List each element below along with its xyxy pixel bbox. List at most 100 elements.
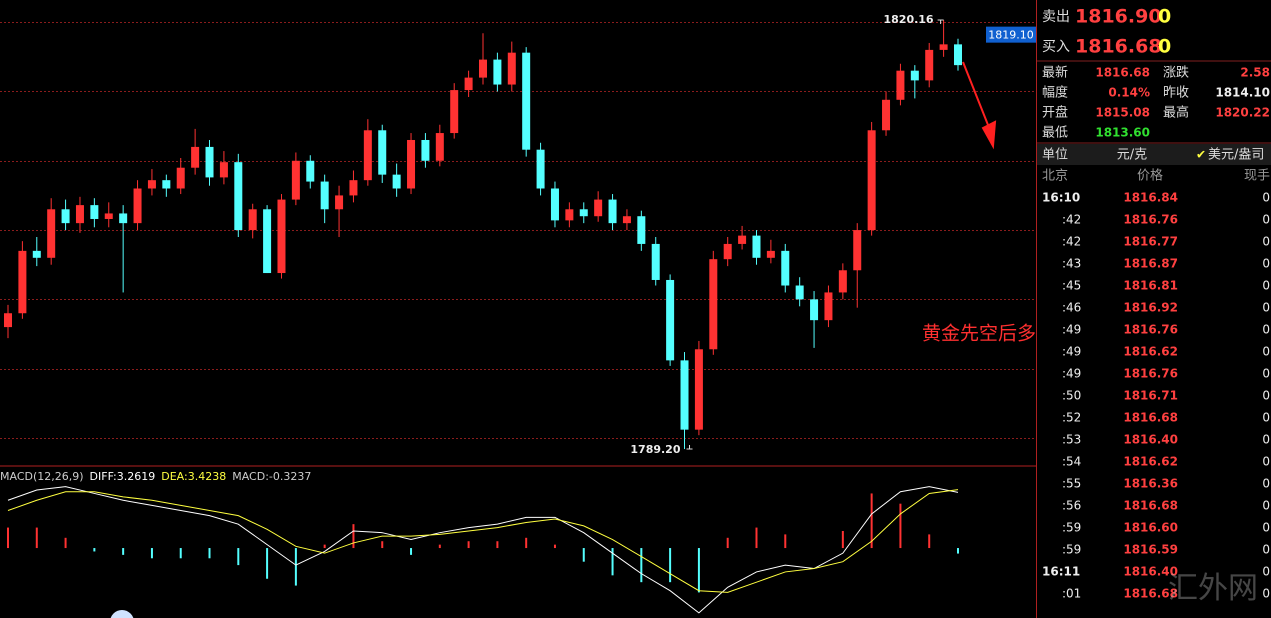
candle-body bbox=[738, 235, 747, 244]
candle-body bbox=[507, 52, 516, 85]
candle-body bbox=[608, 199, 617, 224]
candle-body bbox=[882, 99, 891, 131]
stat-label: 涨跌 bbox=[1163, 65, 1189, 81]
tick-volume: 0 bbox=[1262, 345, 1270, 359]
tick-time: :49 bbox=[1062, 367, 1081, 381]
candle-body bbox=[407, 139, 416, 189]
candle-body bbox=[133, 188, 142, 224]
annotation-note: 黄金先空后多 bbox=[922, 323, 1036, 345]
candle-body bbox=[349, 180, 358, 196]
candle-body bbox=[219, 162, 228, 178]
candle-body bbox=[205, 146, 214, 178]
tick-price: 1816.60 bbox=[1123, 521, 1178, 535]
float-button[interactable] bbox=[110, 610, 134, 618]
candle-body bbox=[838, 270, 847, 293]
macd-dea-line bbox=[7, 489, 959, 593]
stat-value: 2.58 bbox=[1240, 66, 1270, 80]
macd-diff-line bbox=[7, 486, 959, 614]
tick-volume: 0 bbox=[1262, 191, 1270, 205]
tick-volume: 0 bbox=[1262, 543, 1270, 557]
high-label: 1820.16 bbox=[883, 13, 933, 26]
candle-body bbox=[666, 279, 675, 361]
tick-volume: 0 bbox=[1262, 433, 1270, 447]
tick-time: 16:10 bbox=[1042, 191, 1080, 205]
tick-time: :52 bbox=[1062, 411, 1081, 425]
candle-body bbox=[853, 230, 862, 271]
tick-volume: 0 bbox=[1262, 499, 1270, 513]
tick-price: 1816.77 bbox=[1123, 235, 1178, 249]
low-marker bbox=[686, 445, 693, 450]
candle-body bbox=[47, 209, 56, 258]
candle-body bbox=[291, 160, 300, 200]
stat-label: 幅度 bbox=[1042, 85, 1068, 101]
tick-time: :42 bbox=[1062, 235, 1081, 249]
stat-label: 最高 bbox=[1163, 105, 1189, 121]
tick-price: 1816.36 bbox=[1123, 477, 1178, 491]
stat-label: 昨收 bbox=[1163, 86, 1189, 101]
candle-body bbox=[867, 130, 876, 231]
stat-value: 1816.68 bbox=[1095, 66, 1150, 80]
tick-price: 1816.68 bbox=[1123, 411, 1178, 425]
candle-body bbox=[191, 146, 200, 168]
ticks-header: 价格 bbox=[1137, 168, 1163, 184]
candle-body bbox=[824, 292, 833, 321]
candle-body bbox=[4, 313, 12, 328]
candle-body bbox=[493, 59, 502, 85]
ticks-header: 北京 bbox=[1042, 169, 1068, 184]
check-icon: ✔ bbox=[1196, 148, 1206, 162]
candle-body bbox=[565, 209, 574, 221]
arrow bbox=[962, 61, 997, 150]
candle-body bbox=[392, 174, 401, 189]
candle-body bbox=[766, 250, 775, 258]
tick-volume: 0 bbox=[1262, 213, 1270, 227]
tick-price: 1816.62 bbox=[1123, 345, 1178, 359]
quote-price: 1816.68 bbox=[1075, 36, 1162, 58]
tick-volume: 0 bbox=[1262, 565, 1270, 579]
tick-volume: 0 bbox=[1262, 587, 1270, 601]
tick-price: 1816.71 bbox=[1123, 389, 1178, 403]
candle-body bbox=[306, 160, 315, 182]
tick-price: 1816.40 bbox=[1123, 565, 1178, 579]
candle-body bbox=[925, 49, 934, 81]
tick-price: 1816.76 bbox=[1123, 213, 1178, 227]
candle-body bbox=[75, 205, 84, 224]
tick-price: 1816.76 bbox=[1123, 367, 1178, 381]
tick-volume: 0 bbox=[1262, 411, 1270, 425]
candle-body bbox=[421, 139, 430, 161]
candle-body bbox=[781, 250, 790, 286]
tick-time: :43 bbox=[1062, 257, 1081, 271]
stat-label: 开盘 bbox=[1042, 105, 1068, 121]
macd-header: MACD(12,26,9) DIFF:3.2619 DEA:3.4238 MACD:-… bbox=[0, 470, 311, 483]
tick-price: 1816.81 bbox=[1123, 279, 1178, 293]
candle-body bbox=[479, 59, 487, 78]
candle-body bbox=[579, 209, 588, 217]
stat-value: 1813.60 bbox=[1095, 126, 1150, 140]
candle-body bbox=[248, 209, 257, 231]
tick-volume: 0 bbox=[1262, 323, 1270, 337]
candle-body bbox=[335, 195, 344, 210]
candle-body bbox=[61, 209, 70, 224]
candle-body bbox=[752, 235, 761, 258]
candle-body bbox=[694, 349, 703, 430]
tick-time: :01 bbox=[1062, 587, 1081, 601]
macd-dea-label: DEA:3.4238 bbox=[161, 470, 226, 483]
tick-price: 1816.40 bbox=[1123, 433, 1178, 447]
tick-price: 1816.76 bbox=[1123, 323, 1178, 337]
stat-value: 1815.08 bbox=[1095, 106, 1150, 120]
candle-body bbox=[176, 167, 185, 189]
tick-time: :55 bbox=[1062, 477, 1081, 491]
stat-value: 1814.10 bbox=[1215, 86, 1270, 100]
watermark: 汇外网 bbox=[1168, 571, 1258, 606]
tick-price: 1816.87 bbox=[1123, 257, 1178, 271]
tick-time: :59 bbox=[1062, 521, 1081, 535]
candle-body bbox=[795, 285, 804, 300]
tick-price: 1816.62 bbox=[1123, 455, 1178, 469]
candle-body bbox=[637, 216, 646, 244]
candle-body bbox=[363, 130, 372, 181]
tick-time: :45 bbox=[1062, 279, 1081, 293]
candle-body bbox=[320, 181, 329, 210]
candle-body bbox=[954, 44, 962, 66]
tick-time: :49 bbox=[1062, 323, 1081, 337]
